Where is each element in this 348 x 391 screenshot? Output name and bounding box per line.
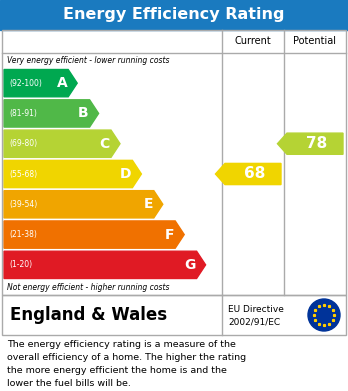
Text: The energy efficiency rating is a measure of the
overall efficiency of a home. T: The energy efficiency rating is a measur… xyxy=(7,340,246,387)
Bar xyxy=(2,30,346,295)
Text: Very energy efficient - lower running costs: Very energy efficient - lower running co… xyxy=(7,56,169,65)
Text: C: C xyxy=(100,137,110,151)
Text: Potential: Potential xyxy=(293,36,337,47)
Text: D: D xyxy=(120,167,132,181)
Polygon shape xyxy=(4,251,206,278)
Text: Current: Current xyxy=(235,36,271,47)
Polygon shape xyxy=(4,130,120,157)
Text: 68: 68 xyxy=(244,167,266,181)
Text: F: F xyxy=(165,228,174,242)
Polygon shape xyxy=(215,163,281,185)
Text: B: B xyxy=(78,106,89,120)
Circle shape xyxy=(308,299,340,331)
Polygon shape xyxy=(277,133,343,154)
Text: (92-100): (92-100) xyxy=(9,79,42,88)
Text: (81-91): (81-91) xyxy=(9,109,37,118)
Text: 78: 78 xyxy=(306,136,327,151)
Text: (39-54): (39-54) xyxy=(9,200,37,209)
Text: EU Directive: EU Directive xyxy=(228,305,284,314)
Polygon shape xyxy=(4,70,77,97)
Polygon shape xyxy=(4,160,141,188)
Text: (69-80): (69-80) xyxy=(9,139,37,148)
Polygon shape xyxy=(4,221,184,248)
Text: E: E xyxy=(143,197,153,211)
Text: Not energy efficient - higher running costs: Not energy efficient - higher running co… xyxy=(7,283,169,292)
Text: (1-20): (1-20) xyxy=(9,260,32,269)
Text: 2002/91/EC: 2002/91/EC xyxy=(228,317,280,326)
Bar xyxy=(0,0,348,30)
Polygon shape xyxy=(4,191,163,218)
Text: G: G xyxy=(184,258,196,272)
Text: A: A xyxy=(56,76,67,90)
Bar xyxy=(2,295,346,335)
Text: (21-38): (21-38) xyxy=(9,230,37,239)
Text: (55-68): (55-68) xyxy=(9,170,37,179)
Text: Energy Efficiency Rating: Energy Efficiency Rating xyxy=(63,7,285,23)
Text: England & Wales: England & Wales xyxy=(10,306,167,324)
Polygon shape xyxy=(4,100,98,127)
